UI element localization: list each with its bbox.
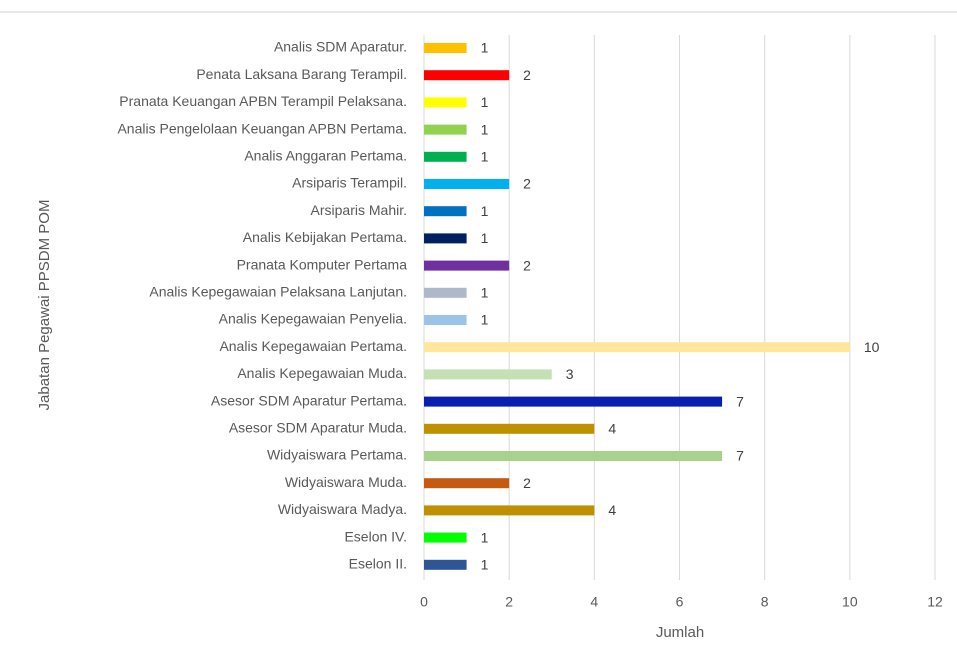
bar: [424, 179, 510, 189]
y-tick-label: Arsiparis Terampil.: [292, 175, 407, 191]
bar: [424, 315, 467, 325]
y-tick-label: Pranata Komputer Pertama: [237, 256, 408, 272]
bar: [424, 124, 467, 135]
x-tick-label: 10: [842, 594, 858, 610]
data-label: 1: [481, 203, 489, 219]
data-label: 1: [481, 312, 489, 328]
data-label: 4: [608, 502, 616, 518]
y-tick-label: Asesor SDM Aparatur Pertama.: [211, 392, 407, 408]
y-tick-label: Asesor SDM Aparatur Muda.: [229, 420, 407, 436]
x-tick-label: 2: [505, 594, 513, 610]
data-label: 10: [864, 339, 880, 355]
data-label: 7: [736, 393, 744, 409]
x-axis-title: Jumlah: [656, 624, 704, 641]
bar: [424, 43, 467, 53]
data-label: 2: [523, 475, 531, 491]
x-tick-label: 8: [761, 594, 769, 610]
x-tick-label: 4: [590, 594, 598, 610]
bar: [424, 505, 595, 516]
data-label: 1: [481, 40, 489, 56]
data-label: 1: [481, 285, 489, 301]
y-tick-label: Penata Laksana Barang Terampil.: [196, 66, 407, 82]
bar: [424, 369, 552, 380]
y-tick-label: Analis Kepegawaian Pertama.: [219, 338, 407, 354]
bar: [424, 206, 467, 217]
bar: [424, 559, 467, 570]
y-tick-label: Analis SDM Aparatur.: [274, 39, 407, 55]
data-label: 1: [481, 94, 489, 110]
y-tick-label: Widyaiswara Pertama.: [267, 447, 407, 463]
y-tick-label: Analis Kepegawaian Muda.: [237, 365, 407, 381]
data-label: 1: [481, 529, 489, 545]
bar: [424, 423, 595, 434]
bar: [424, 97, 467, 108]
data-label: 1: [481, 557, 489, 573]
data-label: 3: [566, 366, 574, 382]
data-label: 1: [481, 149, 489, 165]
data-label: 4: [608, 421, 616, 437]
bar: [424, 342, 850, 353]
y-tick-label: Eselon IV.: [344, 528, 407, 544]
y-tick-label: Analis Anggaran Pertama.: [244, 148, 407, 164]
y-tick-label: Analis Pengelolaan Keuangan APBN Pertama…: [117, 120, 407, 136]
bar: [424, 451, 723, 461]
bar: [424, 151, 467, 162]
bar: [424, 532, 467, 543]
data-label: 7: [736, 448, 744, 464]
x-tick-label: 6: [676, 594, 684, 610]
bar: [424, 287, 467, 298]
bar: [424, 260, 510, 271]
x-tick-label: 0: [420, 594, 428, 610]
y-tick-label: Pranata Keuangan APBN Terampil Pelaksana…: [119, 93, 407, 109]
y-tick-label: Analis Kepegawaian Pelaksana Lanjutan.: [149, 284, 407, 300]
x-tick-label: 12: [927, 594, 943, 610]
bar: [424, 233, 467, 244]
y-tick-label: Analis Kepegawaian Penyelia.: [219, 311, 407, 327]
data-label: 2: [523, 257, 531, 273]
y-tick-label: Widyaiswara Madya.: [278, 501, 407, 517]
y-tick-label: Analis Kebijakan Pertama.: [243, 229, 407, 245]
data-label: 1: [481, 121, 489, 137]
y-tick-label: Widyaiswara Muda.: [285, 474, 407, 490]
y-tick-label: Eselon II.: [349, 556, 407, 572]
bar: [424, 396, 723, 407]
data-label: 2: [523, 176, 531, 192]
bar: [424, 70, 510, 81]
data-label: 2: [523, 67, 531, 83]
y-tick-label: Arsiparis Mahir.: [311, 202, 407, 218]
bar: [424, 478, 510, 489]
data-label: 1: [481, 230, 489, 246]
y-axis-title: Jabatan Pegawai PPSDM POM: [36, 200, 53, 411]
